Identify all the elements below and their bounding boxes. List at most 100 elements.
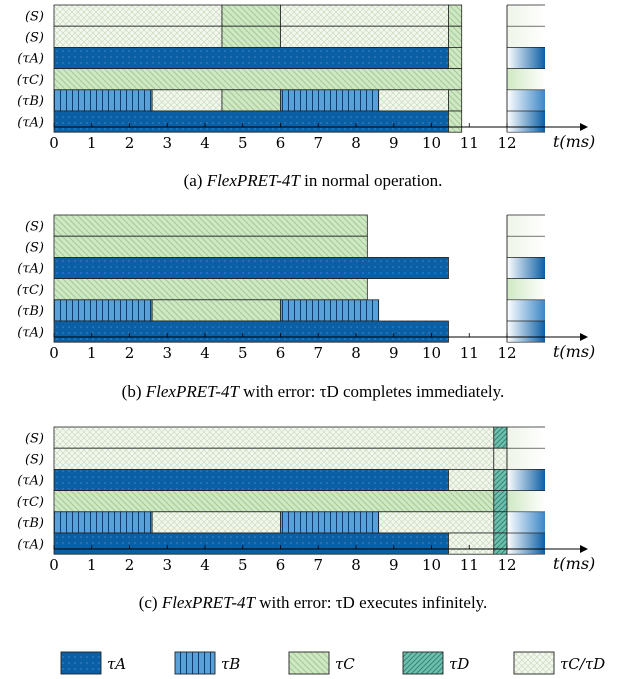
tick-label: 10: [422, 344, 441, 362]
axis-arrow-icon: [580, 545, 588, 553]
tick-label: 3: [162, 556, 172, 574]
segment-CD: [280, 25, 449, 48]
segment-C: [53, 490, 495, 513]
legend-item-D: τD: [402, 651, 469, 675]
period-tail: [507, 257, 545, 279]
row-label: (τA): [17, 474, 44, 489]
tick-label: 11: [460, 134, 479, 152]
segment-C: [448, 47, 463, 70]
legend-label: τC/τD: [560, 655, 605, 673]
tick-label: 9: [389, 344, 399, 362]
caption-c-text: with error: τD executes infinitely.: [254, 593, 488, 612]
row-6: (τA): [17, 320, 545, 343]
segment-A: [53, 110, 449, 133]
legend-swatch: [288, 651, 330, 675]
segment-CD: [280, 4, 449, 27]
tick-label: 5: [238, 556, 248, 574]
segment-C: [53, 235, 368, 258]
period-tail: [507, 26, 545, 48]
segment-CD: [378, 89, 449, 112]
tick-label: 8: [351, 344, 361, 362]
segment-C: [53, 68, 463, 91]
segment-D: [493, 532, 508, 555]
period-tail: [507, 215, 545, 237]
row-4: (τC): [17, 490, 545, 513]
tick-label: 3: [162, 344, 172, 362]
period-tail: [507, 299, 545, 321]
segment-CD: [448, 468, 495, 491]
period-tail: [507, 111, 545, 133]
segment-C: [53, 214, 368, 237]
period-tail: [507, 68, 545, 90]
segment-B: [53, 299, 153, 322]
row-5: (τB): [17, 299, 545, 322]
segment-C: [448, 4, 463, 27]
period-tail: [507, 511, 545, 533]
row-3: (τA): [17, 256, 545, 279]
segment-C: [448, 25, 463, 48]
period-tail: [507, 47, 545, 69]
row-label: (τA): [17, 115, 44, 130]
row-label: (τA): [17, 325, 44, 340]
row-6: (τA): [17, 110, 545, 133]
segment-A: [53, 320, 449, 343]
row-label: (S): [25, 452, 44, 467]
period-tail: [507, 236, 545, 258]
row-4: (τC): [17, 68, 545, 91]
row-4: (τC): [17, 278, 545, 301]
tick-label: 0: [49, 344, 59, 362]
segment-CD: [378, 511, 495, 534]
period-tail: [507, 427, 545, 449]
tick-label: 5: [238, 344, 248, 362]
tick-label: 10: [422, 556, 441, 574]
row-label: (S): [25, 431, 44, 446]
caption-b-system: FlexPRET-4T: [145, 382, 239, 401]
row-label: (τC): [17, 495, 44, 510]
segment-B: [280, 299, 380, 322]
segment-D: [493, 490, 508, 513]
legend-swatch: [60, 651, 102, 675]
caption-a: (a) FlexPRET-4T in normal operation.: [0, 171, 626, 191]
row-label: (S): [25, 30, 44, 45]
legend-swatch: [513, 651, 555, 675]
segment-B: [53, 89, 153, 112]
panel-b: (S)(S)(τA)(τC)(τB)(τA)0 1 2 3 4 5 6 7 8 9 10 11 12 t(…: [17, 214, 595, 362]
tick-label: 4: [200, 344, 210, 362]
tick-label: 12: [497, 556, 516, 574]
row-1: (S): [25, 4, 545, 27]
segment-B: [53, 511, 153, 534]
caption-c-system: FlexPRET-4T: [161, 593, 255, 612]
tick-label: 12: [497, 134, 516, 152]
tick-label: 8: [351, 556, 361, 574]
tick-label: 11: [460, 344, 479, 362]
row-2: (S): [25, 25, 545, 48]
tick-label: 2: [125, 134, 135, 152]
panel-a: (S)(S)(τA)(τC)(τB)(τA)0 1 2 3 4 5 6 7 8 9 10 11 12 t(…: [17, 4, 595, 152]
legend-label: τB: [221, 655, 240, 673]
tick-label: 1: [87, 134, 97, 152]
row-label: (τC): [17, 283, 44, 298]
caption-b: (b) FlexPRET-4T with error: τD completes…: [0, 382, 626, 402]
legend-label: τD: [449, 655, 469, 673]
row-label: (τA): [17, 537, 44, 552]
segment-D: [493, 511, 508, 534]
tick-label: 11: [460, 556, 479, 574]
tick-label: 6: [276, 344, 286, 362]
segment-B: [280, 511, 380, 534]
row-3: (τA): [17, 468, 545, 491]
segment-C: [151, 299, 281, 322]
period-tail: [507, 490, 545, 512]
tick-label: 4: [200, 134, 210, 152]
period-tail: [507, 448, 545, 470]
segment-CD: [151, 89, 223, 112]
row-1: (S): [25, 426, 545, 449]
tick-label: 0: [49, 134, 59, 152]
segment-C: [221, 89, 281, 112]
row-5: (τB): [17, 511, 545, 534]
caption-b-text: with error: τD completes immediately.: [238, 382, 505, 401]
tick-label: 7: [313, 134, 323, 152]
row-label: (τA): [17, 262, 44, 277]
period-tail: [507, 278, 545, 300]
segment-A: [53, 47, 449, 70]
